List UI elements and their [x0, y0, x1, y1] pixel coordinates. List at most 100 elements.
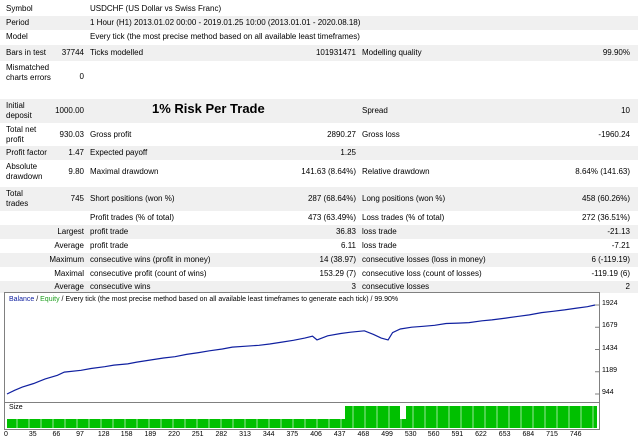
x-tick-label: 622 [475, 431, 487, 438]
x-tick-label: 66 [52, 431, 61, 438]
max-losses-label: consecutive losses (loss in money) [362, 255, 486, 264]
grossloss-label: Gross loss [362, 130, 400, 139]
ep-label: Expected payoff [90, 148, 148, 157]
x-tick-label: 158 [120, 431, 133, 438]
x-tick-label: 35 [28, 431, 37, 438]
row-initial: Initial deposit 1000.00 Spread 10 [0, 99, 638, 123]
row-average: Average profit trade 6.11 loss trade -7.… [0, 239, 638, 253]
max-losses-value: 6 (-119.19) [591, 255, 630, 264]
largest-label: Largest [57, 227, 84, 236]
x-tick-label: 128 [97, 431, 110, 438]
row-symbol: Symbol USDCHF (US Dollar vs Swiss Franc) [0, 2, 638, 16]
avg-loss-value: -7.21 [611, 241, 630, 250]
x-tick-label: 653 [498, 431, 511, 438]
long-label: Long positions (won %) [362, 194, 446, 203]
ticks-label: Ticks modelled [90, 48, 144, 57]
maximum-label: Maximum [49, 255, 84, 264]
maxdd-value: 141.63 (8.64%) [301, 167, 356, 176]
maximal-profit-value: 153.29 (7) [319, 269, 356, 278]
x-tick-label: 499 [381, 431, 393, 438]
loss-trades-label: Loss trades (% of total) [362, 213, 445, 222]
row-average-consecutive: Average consecutive wins 3 consecutive l… [0, 281, 638, 293]
grossprofit-label: Gross profit [90, 130, 132, 139]
model-value: Every tick (the most precise method base… [90, 32, 360, 41]
ticks-value: 101931471 [315, 48, 356, 57]
trades-value: 745 [70, 194, 84, 203]
x-tick-label: 0 [4, 431, 8, 438]
long-value: 458 (60.26%) [581, 194, 630, 203]
initial-label: Initial deposit [6, 101, 32, 120]
profit-trades-value: 473 (63.49%) [307, 213, 356, 222]
initial-value: 1000.00 [55, 106, 84, 115]
row-model: Model Every tick (the most precise metho… [0, 30, 638, 44]
avg-loss-label: loss trade [362, 241, 397, 250]
chart-legend: Balance / Equity / Every tick (the most … [9, 296, 398, 303]
quality-value: 99.90% [602, 48, 630, 57]
netprofit-value: 930.03 [59, 130, 84, 139]
legend-equity: Equity [40, 296, 60, 303]
balance-series-line [6, 304, 596, 395]
symbol-value: USDCHF (US Dollar vs Swiss Franc) [90, 4, 222, 13]
short-label: Short positions (won %) [90, 194, 175, 203]
mismatch-label: Mismatched charts errors [6, 63, 51, 82]
largest-profit-label: profit trade [90, 227, 129, 236]
row-bars: Bars in test 37744 Ticks modelled 101931… [0, 45, 638, 61]
row-profittrades: Profit trades (% of total) 473 (63.49%) … [0, 211, 638, 225]
ep-value: 1.25 [340, 148, 356, 157]
avg-losses-value: 2 [625, 282, 630, 291]
absdd-label: Absolute drawdown [6, 162, 43, 181]
x-tick-label: 746 [569, 431, 582, 438]
x-tick-label: 282 [215, 431, 228, 438]
avg-profit-value: 6.11 [341, 241, 356, 250]
x-tick-label: 468 [357, 431, 370, 438]
report-table: Symbol USDCHF (US Dollar vs Swiss Franc)… [0, 2, 638, 293]
row-netprofit: Total net profit 930.03 Gross profit 289… [0, 124, 638, 146]
average-label: Average [54, 241, 84, 250]
x-tick-label: 437 [333, 431, 346, 438]
row-trades: Total trades 745 Short positions (won %)… [0, 187, 638, 211]
size-panel: Size [4, 402, 600, 430]
absdd-value: 9.80 [68, 167, 84, 176]
short-value: 287 (68.64%) [307, 194, 356, 203]
period-value: 1 Hour (H1) 2013.01.02 00:00 - 2019.01.2… [90, 18, 361, 27]
reldd-value: 8.64% (141.63) [575, 167, 630, 176]
spread-label: Spread [362, 106, 388, 115]
max-wins-value: 14 (38.97) [319, 255, 356, 264]
x-tick-label: 313 [239, 431, 251, 438]
row-largest: Largest profit trade 36.83 loss trade -2… [0, 225, 638, 239]
balance-graph: Balance / Equity / Every tick (the most … [4, 292, 635, 440]
x-tick-label: 715 [546, 431, 558, 438]
max-wins-label: consecutive wins (profit in money) [90, 255, 211, 264]
y-tick-label: 944 [602, 389, 614, 396]
avg-wins-value: 3 [351, 282, 356, 291]
trades-label: Total trades [6, 189, 29, 208]
loss-trades-value: 272 (36.51%) [581, 213, 630, 222]
model-label: Model [6, 32, 28, 41]
x-tick-label: 189 [144, 431, 157, 438]
quality-label: Modelling quality [362, 48, 422, 57]
row-maximal: Maximal consecutive profit (count of win… [0, 267, 638, 281]
x-tick-label: 251 [191, 431, 204, 438]
bars-value: 37744 [61, 48, 84, 57]
legend-separator: / [34, 296, 41, 303]
legend-description: / Every tick (the most precise method ba… [59, 296, 399, 303]
maximal-loss-value: -119.19 (6) [591, 269, 630, 278]
row-profitfactor: Profit factor 1.47 Expected payoff 1.25 [0, 146, 638, 160]
netprofit-label: Total net profit [6, 125, 37, 144]
avg-profit-label: profit trade [90, 241, 129, 250]
x-tick-label: 530 [404, 431, 417, 438]
grossprofit-value: 2890.27 [327, 130, 356, 139]
y-tick-label: 1189 [602, 366, 618, 374]
row-drawdown: Absolute drawdown 9.80 Maximal drawdown … [0, 160, 638, 184]
size-bar-spike [406, 406, 597, 428]
x-tick-label: 406 [310, 431, 322, 438]
x-tick-label: 684 [522, 431, 535, 438]
size-bars-chart [7, 406, 597, 428]
avg-wins-label: consecutive wins [90, 282, 151, 291]
size-label: Size [9, 404, 23, 411]
size-bar-spike [345, 406, 400, 428]
size-bar-band [7, 419, 597, 428]
risk-banner: 1% Risk Per Trade [152, 101, 265, 116]
maximal-label: Maximal [54, 269, 84, 278]
size-bar-dividers [16, 406, 594, 428]
